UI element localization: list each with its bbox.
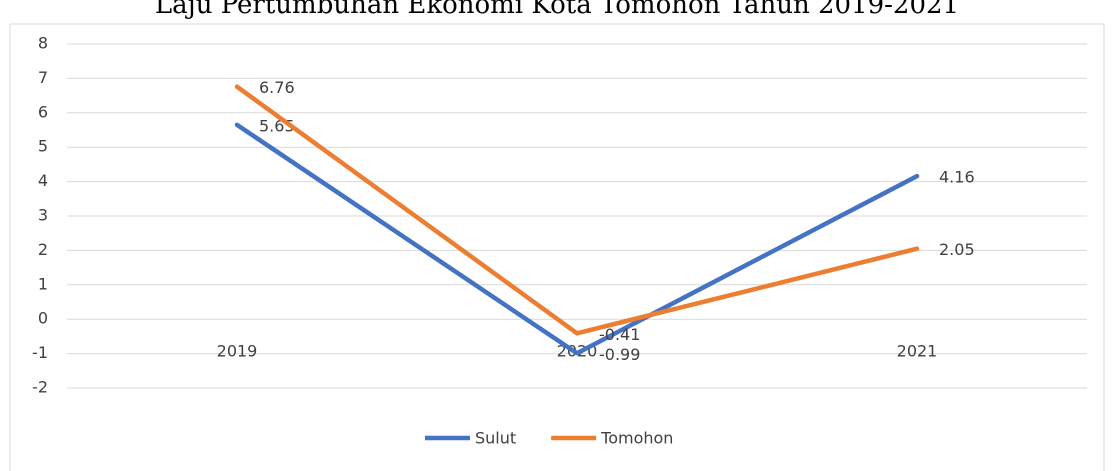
data-label: 4.16 [939,168,975,187]
legend-label: Sulut [475,429,516,448]
y-tick-label: -1 [32,343,48,362]
data-label: 6.76 [259,78,295,97]
x-tick-label: 2021 [897,342,938,361]
y-tick-label: 1 [38,274,48,293]
y-tick-label: 4 [38,171,48,190]
y-tick-label: 6 [38,102,48,121]
y-tick-label: 2 [38,240,48,259]
x-tick-label: 2019 [217,342,258,361]
y-tick-label: 7 [38,68,48,87]
chart-title: Laju Pertumbuhan Ekonomi Kota Tomohon Ta… [155,0,959,20]
series-line [234,84,920,336]
legend-label: Tomohon [600,429,673,448]
chart-border [9,23,1105,471]
data-label: -0.99 [599,345,640,364]
y-tick-label: 0 [38,309,48,328]
series-line [234,122,920,356]
y-tick-label: 3 [38,206,48,225]
y-tick-label: -2 [32,378,48,397]
data-label: -0.41 [599,325,640,344]
y-tick-label: 8 [38,34,48,53]
data-label: 2.05 [939,240,975,259]
y-tick-label: 5 [38,137,48,156]
